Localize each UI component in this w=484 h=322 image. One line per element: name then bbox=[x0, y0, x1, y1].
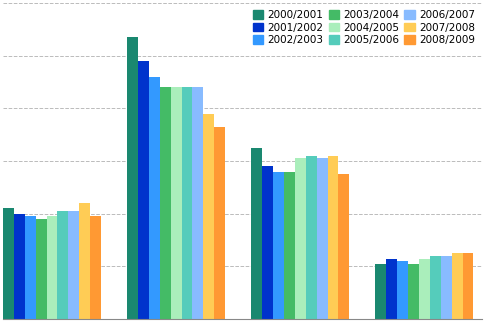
Bar bbox=[57, 211, 68, 319]
Bar bbox=[214, 127, 225, 319]
Bar bbox=[338, 174, 348, 319]
Bar bbox=[127, 37, 137, 319]
Bar bbox=[46, 216, 57, 319]
Bar bbox=[305, 156, 316, 319]
Bar bbox=[374, 264, 385, 319]
Bar bbox=[170, 87, 181, 319]
Bar bbox=[3, 208, 14, 319]
Bar bbox=[35, 219, 46, 319]
Bar bbox=[396, 261, 407, 319]
Bar bbox=[440, 256, 451, 319]
Bar bbox=[25, 216, 35, 319]
Bar bbox=[203, 114, 214, 319]
Bar bbox=[79, 203, 90, 319]
Bar bbox=[90, 216, 101, 319]
Bar bbox=[137, 61, 149, 319]
Bar bbox=[149, 77, 159, 319]
Bar bbox=[429, 256, 440, 319]
Bar bbox=[283, 172, 294, 319]
Bar bbox=[316, 158, 327, 319]
Bar bbox=[294, 158, 305, 319]
Bar bbox=[68, 211, 79, 319]
Bar bbox=[159, 87, 170, 319]
Bar bbox=[407, 264, 418, 319]
Bar bbox=[14, 214, 25, 319]
Bar bbox=[327, 156, 338, 319]
Legend: 2000/2001, 2001/2002, 2002/2003, 2003/2004, 2004/2005, 2005/2006, 2006/2007, 200: 2000/2001, 2001/2002, 2002/2003, 2003/20… bbox=[250, 8, 476, 47]
Bar bbox=[192, 87, 203, 319]
Bar bbox=[462, 253, 472, 319]
Bar bbox=[451, 253, 462, 319]
Bar bbox=[251, 148, 261, 319]
Bar bbox=[181, 87, 192, 319]
Bar bbox=[385, 259, 396, 319]
Bar bbox=[418, 259, 429, 319]
Bar bbox=[272, 172, 283, 319]
Bar bbox=[261, 166, 272, 319]
